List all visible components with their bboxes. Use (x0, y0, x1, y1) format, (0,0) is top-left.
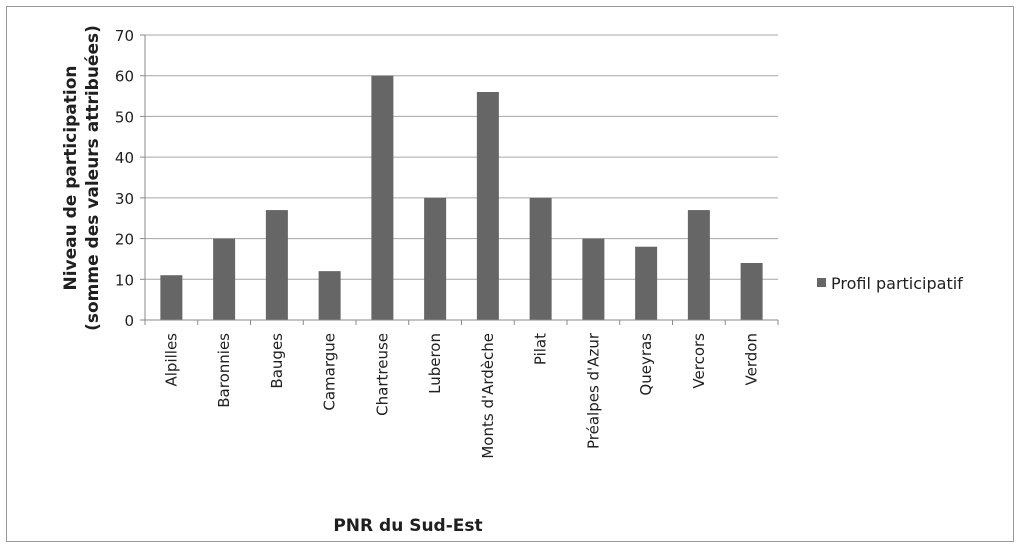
bar (371, 75, 394, 320)
bar (687, 210, 710, 320)
x-tick-label: Monts d'Ardèche (479, 333, 497, 459)
y-tick-labels: 0 10 20 30 40 50 60 70 (115, 27, 134, 330)
y-axis-title-line2: (somme des valeurs attribuées) (83, 25, 103, 331)
bar (213, 238, 236, 320)
bar (424, 197, 447, 320)
x-tick-label: Bauges (268, 333, 286, 389)
y-tick-label: 10 (115, 271, 134, 289)
x-tick-label: Verdon (743, 333, 761, 385)
legend: Profil participatif (817, 274, 963, 293)
x-tick-label: Alpilles (162, 333, 180, 387)
legend-swatch (817, 278, 826, 287)
x-tick-label: Luberon (426, 333, 444, 394)
bar (476, 92, 499, 320)
x-axis-title: PNR du Sud-Est (333, 516, 482, 536)
y-tick-label: 60 (115, 68, 134, 86)
x-tick-label: Camargue (321, 333, 339, 411)
gridlines (140, 34, 778, 321)
y-tick-label: 0 (124, 312, 134, 330)
x-tick-label: Pilat (532, 333, 550, 365)
x-tick-labels: Alpilles Baronnies Bauges Camargue Chartreus… (162, 332, 760, 458)
x-tick-label: Chartreuse (373, 333, 391, 416)
y-tick-label: 40 (115, 149, 134, 167)
x-tick-label: Queyras (637, 333, 655, 396)
x-tick-label: Baronnies (215, 333, 233, 408)
y-tick-label: 70 (115, 27, 134, 45)
x-tick-label: Préalpes d'Azur (584, 332, 602, 449)
bars (160, 75, 763, 320)
chart-frame (6, 6, 1014, 542)
bar (740, 263, 763, 320)
bar (265, 210, 288, 320)
bar (635, 246, 658, 320)
bar (529, 197, 552, 320)
axes (144, 35, 779, 325)
bar (582, 238, 605, 320)
bar (318, 271, 341, 320)
y-tick-label: 50 (115, 108, 134, 126)
y-axis-title-line1: Niveau de participation (61, 65, 81, 290)
legend-label: Profil participatif (831, 274, 963, 293)
y-tick-label: 20 (115, 231, 134, 249)
x-tick-label: Vercors (690, 333, 708, 389)
bar (160, 275, 183, 320)
y-tick-label: 30 (115, 190, 134, 208)
